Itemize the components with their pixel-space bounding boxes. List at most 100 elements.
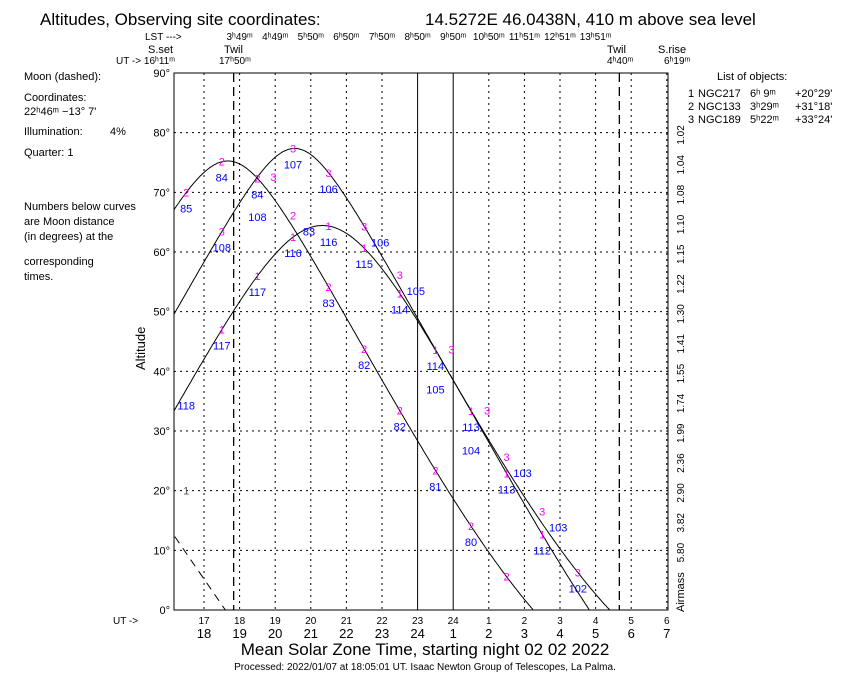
local-time-tick-label: 3 (521, 626, 528, 641)
local-time-tick-label: 18 (197, 626, 211, 641)
plot-frame (173, 72, 669, 611)
lst-value: 4ʰ49ᵐ (262, 32, 289, 43)
object-name: NGC217 (698, 88, 741, 100)
ut-tick-label: 24 (448, 616, 460, 627)
object-marker: 1 (539, 529, 545, 541)
object-marker: 1 (361, 243, 367, 255)
object-marker: 1 (397, 288, 403, 300)
local-time-tick-label: 22 (339, 626, 353, 641)
lst-value: 12ʰ51ᵐ (544, 32, 576, 43)
object-name: NGC189 (698, 114, 741, 126)
twilight-morning-time: 4ʰ40ᵐ (607, 56, 634, 67)
airmass-tick-label: 5.80 (676, 542, 687, 562)
ut-tick-label: 20 (305, 616, 317, 627)
airmass-tick-label: 1.04 (676, 155, 687, 175)
local-time-tick-label: 19 (232, 626, 246, 641)
local-time-tick-label: 20 (268, 626, 282, 641)
object-marker: 1 (183, 486, 189, 498)
moon-distance-label: 105 (426, 384, 444, 396)
object-marker: 3 (504, 452, 510, 464)
moon-distance-label: 80 (465, 537, 477, 549)
curves (173, 147, 611, 611)
lst-value: 6ʰ50ᵐ (333, 32, 360, 43)
object-marker: 1 (432, 345, 438, 357)
y-tick-label: 20° (153, 486, 170, 498)
airmass-tick-label: 1.08 (676, 184, 687, 204)
object-marker: 3 (539, 507, 545, 519)
airmass-tick-label: 1.74 (676, 393, 687, 413)
sunrise-time: 6ʰ19ᵐ (664, 56, 691, 67)
object-marker: 2 (254, 173, 260, 185)
y-tick-label: 50° (153, 307, 170, 319)
object-ra: 3ʰ29ᵐ (750, 101, 779, 113)
sunset-label: S.set (148, 44, 173, 56)
lst-values: 3ʰ49ᵐ 4ʰ49ᵐ 5ʰ50ᵐ 6ʰ50ᵐ 7ʰ50ᵐ 8ʰ50ᵐ 9ʰ50ᵐ 10ʰ50… (226, 32, 611, 43)
moon-distance-label: 83 (322, 298, 334, 310)
object-marker: 2 (432, 465, 438, 477)
moon-distance-label: 102 (569, 583, 587, 595)
lst-value: 10ʰ50ᵐ (473, 32, 505, 43)
moon-distance-label: 108 (213, 243, 231, 255)
airmass-tick-label: 1.22 (676, 274, 687, 294)
grid (174, 73, 668, 610)
moon-quarter: Quarter: 1 (24, 147, 74, 159)
moon-distance-label: 82 (358, 360, 370, 372)
object-marker: 3 (326, 168, 332, 180)
ut-tick-label: 2 (522, 616, 528, 627)
x-axis-label: Mean Solar Zone Time, starting night 02 … (241, 640, 610, 659)
object-marker: 1 (254, 271, 260, 283)
axis-labels: 0° 10° 20° 30° 40° 50° 60° 70° 80° 90° 1.02 1.04 1.0… (153, 68, 687, 641)
object-marker: 2 (183, 188, 189, 200)
moon-distance-label: 114 (427, 361, 445, 373)
airmass-tick-label: 2.90 (676, 483, 687, 503)
lst-value: 11ʰ51ᵐ (509, 32, 540, 43)
moon-heading: Moon (dashed): (24, 71, 101, 83)
object-marker: 1 (468, 406, 474, 418)
moon-illumination: 4% (110, 126, 126, 138)
object-marker: 3 (219, 227, 225, 239)
y-tick-label: 40° (153, 366, 170, 378)
ut-tick-label: 17 (198, 616, 210, 627)
moon-distance-label: 108 (248, 212, 266, 224)
object-number: 2 (688, 101, 694, 113)
object-marker: 2 (361, 344, 367, 356)
object-marker: 3 (290, 144, 296, 156)
airmass-label: Airmass (675, 572, 687, 612)
ut-tick-label: 22 (376, 616, 388, 627)
lst-value: 5ʰ50ᵐ (298, 32, 325, 43)
object-marker: 2 (290, 210, 296, 222)
moon-note-line: corresponding (24, 256, 94, 268)
local-time-tick-label: 2 (485, 626, 492, 641)
sunset-time: UT -> 16ʰ11ᵐ (116, 56, 175, 67)
object-number: 1 (688, 88, 694, 100)
moon-distance-label: 84 (251, 189, 263, 201)
moon-distance-label: 106 (371, 237, 389, 249)
ut-tick-label: 4 (593, 616, 599, 627)
object-2-altitude-curve (173, 160, 534, 610)
object-marker: 3 (575, 567, 581, 579)
object-marker: 1 (326, 221, 332, 233)
processed-note: Processed: 2022/01/07 at 18:05:01 UT. Is… (234, 662, 616, 673)
ut-tick-label: 18 (234, 616, 246, 627)
ut-tick-label: 1 (486, 616, 492, 627)
site-coordinates: 14.5272E 46.0438N, 410 m above sea level (425, 10, 756, 29)
y-tick-label: 30° (153, 426, 170, 438)
moon-distance-label: 115 (355, 259, 373, 271)
airmass-tick-label: 2.36 (676, 453, 687, 473)
moon-distance-label: 85 (180, 204, 192, 216)
moon-distance-label: 104 (462, 445, 480, 457)
twilight-evening-label: Twil (224, 44, 243, 56)
moon-illumination-label: Illumination: (24, 126, 83, 138)
moon-note-line: times. (24, 271, 53, 283)
moon-distance-label: 82 (394, 422, 406, 434)
y-tick-label: 60° (153, 247, 170, 259)
object-1-altitude-curve (173, 225, 590, 610)
twilight-evening-time: 17ʰ50ᵐ (219, 56, 251, 67)
y-tick-label: 90° (153, 68, 170, 80)
object-dec: +20°29' (795, 88, 832, 100)
moon-distance-label: 116 (284, 248, 302, 260)
y-axis-label: Altitude (133, 327, 148, 370)
object-name: NGC133 (698, 101, 741, 113)
ut-arrow: UT -> (113, 616, 138, 627)
